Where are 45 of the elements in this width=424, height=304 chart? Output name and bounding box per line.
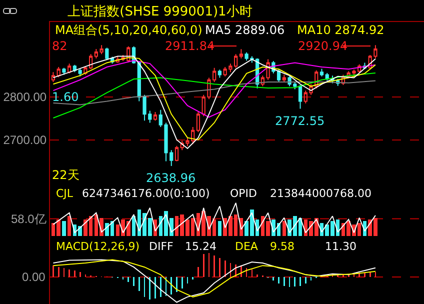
candlestick <box>51 72 56 82</box>
candlestick <box>62 67 66 76</box>
bar <box>218 221 222 236</box>
y-tick-label: 2800.00 <box>3 90 47 104</box>
candlestick <box>320 68 324 77</box>
annotation: 2638.96 <box>146 171 196 185</box>
annotation: CJL <box>56 187 74 200</box>
candlestick <box>116 56 120 64</box>
annotation: 213844000768.00 <box>270 187 372 200</box>
annotation: 22天 <box>52 168 80 182</box>
line-series <box>52 80 376 106</box>
candlestick <box>105 47 109 61</box>
bar <box>282 221 286 236</box>
candlestick <box>68 63 72 73</box>
ref-line-label: 58.0亿 <box>11 212 46 226</box>
candlestick <box>174 145 179 162</box>
line-series <box>52 60 376 118</box>
annotation: 6247346176.00(0:100) <box>82 187 210 200</box>
candlestick <box>78 68 82 77</box>
candlestick <box>153 112 158 122</box>
candlestick <box>56 66 60 78</box>
chart-title: 上证指数(SHSE 999001)1小时 <box>68 4 252 20</box>
annotation: 2772.55 <box>275 114 325 128</box>
candlestick <box>218 69 222 78</box>
y-tick-label: 2700.00 <box>3 133 47 148</box>
annotation: MACD(12,26,9) <box>56 240 140 253</box>
candlestick <box>239 48 243 59</box>
annotation: 15.24 <box>185 240 216 253</box>
annotation: DIFF <box>149 240 174 253</box>
annotation: 2911.84 <box>165 39 215 53</box>
annotation: 11.30 <box>325 240 356 253</box>
annotation: MA组合(5,10,20,40,60,0) <box>55 23 202 37</box>
annotation: 9.58 <box>270 240 294 253</box>
candlestick <box>196 112 200 133</box>
annotation: 2920.94 <box>298 39 348 53</box>
annotation: DEA <box>235 240 258 253</box>
annotation: MA10 2874.92 <box>297 23 384 37</box>
annotation: OPID <box>230 187 258 200</box>
ref-line-label: 0.00 <box>22 270 46 284</box>
candlestick <box>282 74 286 82</box>
bar <box>62 221 66 236</box>
candlestick <box>298 84 302 110</box>
annotation: MA5 2889.06 <box>205 23 285 37</box>
annotation: 82 <box>52 39 68 53</box>
candlestick <box>341 74 346 86</box>
